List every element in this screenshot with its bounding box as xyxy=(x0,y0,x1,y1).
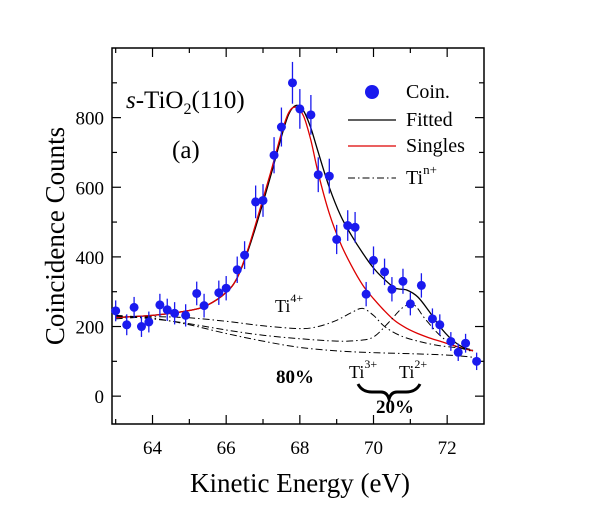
panel-title: (a) xyxy=(172,137,200,164)
data-point-layer xyxy=(111,61,482,371)
ti4-annotation-sup: 4+ xyxy=(290,291,303,305)
ti4-annotation: Ti4+ xyxy=(275,291,303,316)
data-point xyxy=(435,320,445,330)
legend: Coin. Fitted Singles Tin+ xyxy=(348,81,465,189)
data-point xyxy=(144,317,154,327)
x-tick-label: 70 xyxy=(364,438,383,459)
x-axis-title: Kinetic Energy (eV) xyxy=(190,468,410,498)
series-line-5 xyxy=(115,314,474,358)
x-tick-label: 66 xyxy=(217,438,236,459)
x-tick-label: 72 xyxy=(438,438,457,459)
plot-frame xyxy=(111,47,485,425)
data-point xyxy=(251,197,261,207)
y-tick-label: 0 xyxy=(95,387,105,408)
data-point xyxy=(276,122,286,132)
data-point xyxy=(369,255,379,265)
data-point xyxy=(136,322,146,332)
y-tick-label: 800 xyxy=(76,109,105,130)
x-tick-label: 64 xyxy=(143,438,163,459)
x-tick-label: 68 xyxy=(290,438,309,459)
data-point xyxy=(170,308,180,318)
ti3-annotation-sup: 3+ xyxy=(364,357,377,371)
data-point xyxy=(295,104,305,114)
data-point xyxy=(221,283,231,293)
ti2-annotation-sup: 2+ xyxy=(414,357,427,371)
data-point xyxy=(199,301,209,311)
data-point xyxy=(181,310,191,320)
y-axis-title: Coincidence Counts xyxy=(40,127,70,345)
legend-label-tin-base: Ti xyxy=(406,167,424,189)
data-point xyxy=(155,300,165,310)
data-point xyxy=(269,150,279,160)
series-line-4 xyxy=(115,303,474,353)
y-tick-label: 400 xyxy=(76,248,105,269)
sample-label: s-TiO2(110) xyxy=(126,87,245,118)
data-point xyxy=(405,299,415,309)
ti2-annotation: Ti2+ xyxy=(399,357,427,382)
sample-label-italic: s xyxy=(126,87,136,114)
data-point xyxy=(343,221,353,231)
data-point xyxy=(324,171,334,181)
data-point xyxy=(416,280,426,290)
y-tick-label: 200 xyxy=(76,318,105,339)
data-point xyxy=(122,320,132,330)
data-point xyxy=(361,289,371,299)
brace-20pct xyxy=(356,383,422,405)
pct20-annotation: 20% xyxy=(376,397,414,418)
data-point xyxy=(380,267,390,277)
data-point xyxy=(214,288,224,298)
legend-label-tin: Tin+ xyxy=(406,162,437,189)
ti3-annotation: Ti3+ xyxy=(349,357,377,382)
sample-label-tail: (110) xyxy=(191,87,244,114)
sample-label-sub: 2 xyxy=(183,101,191,118)
data-point xyxy=(461,338,471,348)
data-point xyxy=(258,195,268,205)
legend-marker-coin xyxy=(365,85,379,99)
data-point xyxy=(350,222,360,232)
pct80-annotation: 80% xyxy=(276,367,314,388)
ti4-annotation-base: Ti xyxy=(275,296,290,316)
data-point xyxy=(453,347,463,357)
y-tick-label: 600 xyxy=(76,178,105,199)
data-point xyxy=(313,170,323,180)
legend-label-singles: Singles xyxy=(406,135,465,157)
data-point xyxy=(287,78,297,88)
legend-label-tin-sup: n+ xyxy=(423,162,437,177)
legend-label-fitted: Fitted xyxy=(406,109,453,131)
data-point xyxy=(306,110,316,120)
data-point xyxy=(129,302,139,312)
ti2-annotation-base: Ti xyxy=(399,362,414,382)
data-point xyxy=(240,250,250,260)
data-point xyxy=(472,356,482,366)
data-point xyxy=(111,306,121,316)
data-point xyxy=(332,234,342,244)
data-point xyxy=(387,284,397,294)
data-point xyxy=(162,305,172,315)
series-line-3 xyxy=(115,307,474,350)
data-point xyxy=(398,276,408,286)
data-point xyxy=(192,288,202,298)
tick-labels: 64 66 68 70 72 0 200 400 600 800 xyxy=(76,109,457,459)
legend-label-coin: Coin. xyxy=(406,81,450,103)
data-point xyxy=(446,336,456,346)
sample-label-base: -TiO xyxy=(136,87,184,114)
data-point xyxy=(232,265,242,275)
data-point xyxy=(427,314,437,324)
ti3-annotation-base: Ti xyxy=(349,362,364,382)
axis-ticks xyxy=(112,48,484,424)
